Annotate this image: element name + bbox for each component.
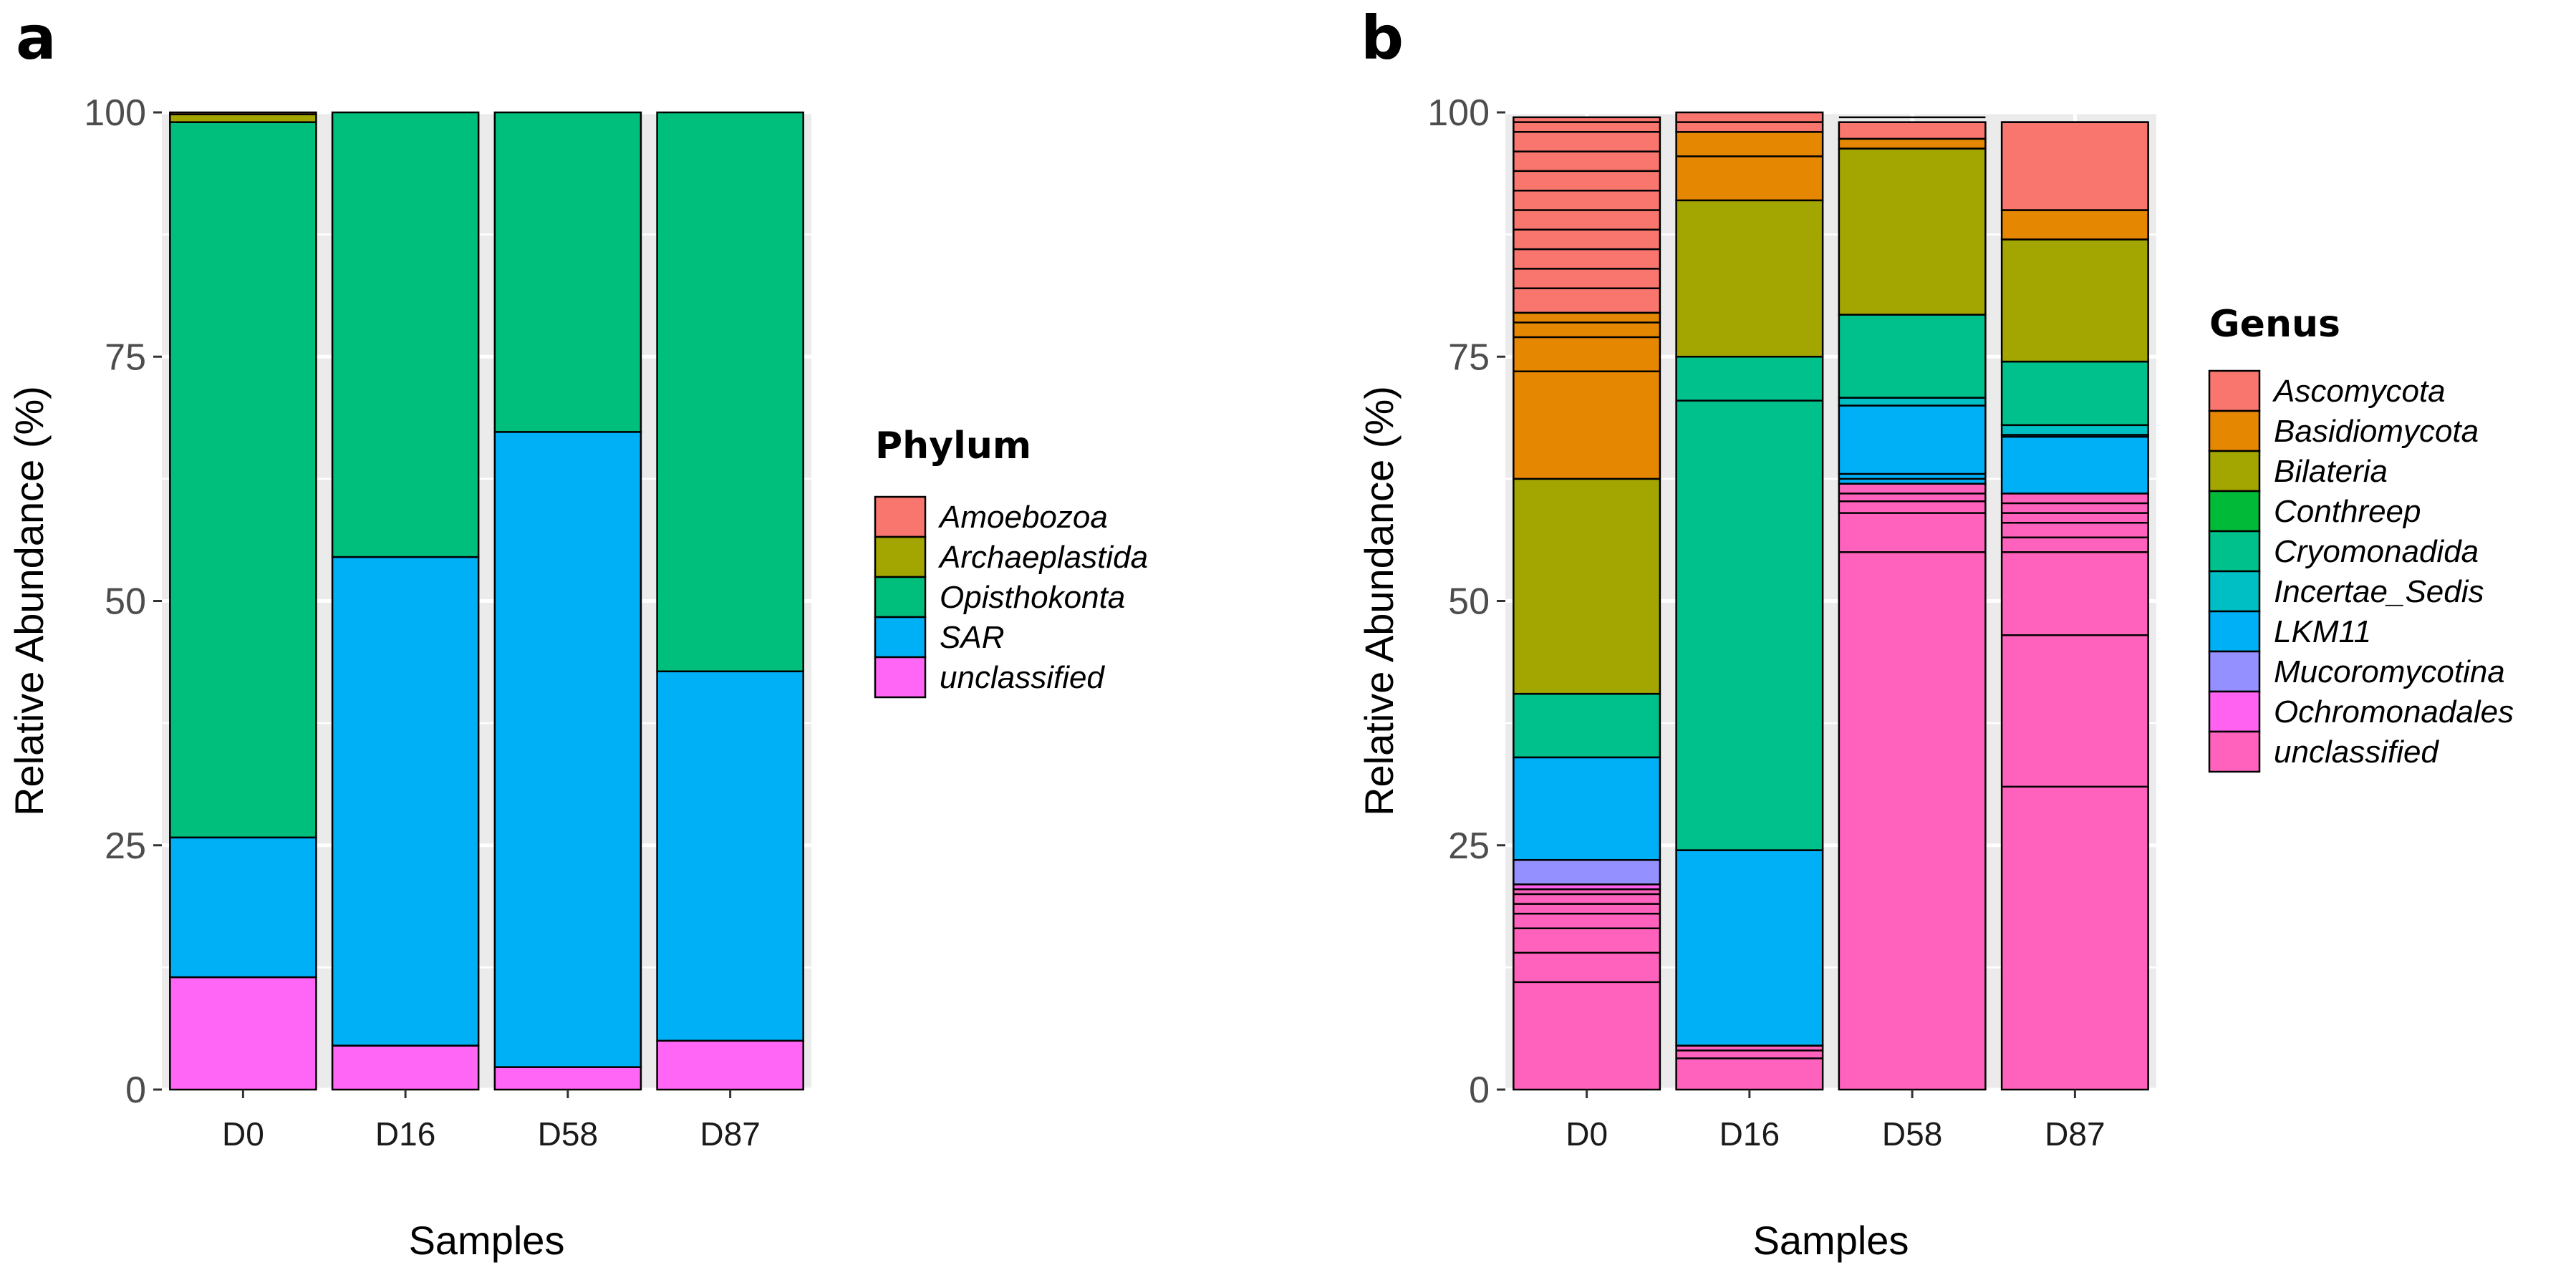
legend-label-sar: SAR bbox=[940, 620, 1004, 655]
legend-title: Phylum bbox=[875, 425, 1031, 467]
legend-swatch-cryomonadida bbox=[2208, 530, 2261, 573]
bar-segment-cryomonadida-d87 bbox=[2000, 360, 2149, 427]
y-axis-title: Relative Abundance (%) bbox=[1356, 386, 1402, 816]
bar-segment-unclassified-d16 bbox=[331, 1044, 480, 1091]
legend-label-basidiomycota: Basidiomycota bbox=[2274, 414, 2479, 449]
bar-segment-bilateria-d87 bbox=[2000, 238, 2149, 363]
x-axis-title: Samples bbox=[1753, 1218, 1909, 1263]
y-axis-title: Relative Abundance (%) bbox=[6, 386, 52, 816]
legend-swatch-ochromonadales bbox=[2208, 690, 2261, 733]
x-tick-label-d58: D58 bbox=[1882, 1115, 1942, 1153]
legend-label-bilateria: Bilateria bbox=[2274, 454, 2388, 489]
bar-segment-lkm11-d16 bbox=[1675, 849, 1824, 1047]
legend-swatch-unclassified bbox=[874, 656, 927, 699]
legend-swatch-ascomycota bbox=[2208, 369, 2261, 412]
bar-segment-sar-d58 bbox=[493, 431, 642, 1068]
bar-segment-opisthokonta-d16 bbox=[331, 111, 480, 558]
bar-segment-unclassified-d58 bbox=[1838, 483, 1987, 1091]
y-tick-label: 50 bbox=[105, 581, 146, 623]
x-tick-label-d16: D16 bbox=[1719, 1115, 1780, 1153]
panel-letter: b bbox=[1361, 3, 1404, 73]
legend-swatch-unclassified bbox=[2208, 730, 2261, 773]
bar-segment-lkm11-d58 bbox=[1838, 404, 1987, 485]
legend-label-amoebozoa: Amoebozoa bbox=[937, 500, 1108, 535]
x-axis-title: Samples bbox=[409, 1218, 565, 1263]
legend-label-mucoromycotina: Mucoromycotina bbox=[2274, 654, 2505, 689]
bar-segment-bilateria-d16 bbox=[1675, 199, 1824, 358]
bar-segment-sar-d16 bbox=[331, 556, 480, 1047]
y-tick-label: 50 bbox=[1448, 581, 1490, 623]
legend-swatch-conthreep bbox=[2208, 490, 2261, 533]
bar-segment-basidiomycota-d58 bbox=[1838, 137, 1987, 150]
bar-segment-cryomonadida-d58 bbox=[1838, 314, 1987, 399]
y-tick-label: 75 bbox=[105, 336, 146, 378]
legend-swatch-archaeplastida bbox=[874, 535, 927, 578]
bar-segment-cryomonadida-d0 bbox=[1513, 692, 1661, 759]
bar-segment-sar-d0 bbox=[169, 836, 317, 979]
y-tick-label: 100 bbox=[84, 92, 146, 134]
y-tick-label: 25 bbox=[1448, 825, 1490, 867]
bar-segment-unclassified-d0 bbox=[169, 976, 317, 1091]
bar-segment-opisthokonta-d58 bbox=[493, 111, 642, 433]
bar-segment-opisthokonta-d87 bbox=[656, 111, 804, 673]
legend-title: Genus bbox=[2209, 303, 2340, 346]
bar-segment-mucoromycotina-d0 bbox=[1513, 858, 1661, 886]
bar-segment-unclassified-d16 bbox=[1675, 1044, 1824, 1091]
bar-segment-ascomycota-d58 bbox=[1838, 121, 1987, 140]
x-tick-label-d58: D58 bbox=[538, 1115, 598, 1153]
legend-label-archaeplastida: Archaeplastida bbox=[937, 540, 1148, 575]
x-tick-label-d0: D0 bbox=[222, 1115, 264, 1153]
legend-label-unclassified: unclassified bbox=[940, 660, 1105, 695]
legend-label-ochromonadales: Ochromonadales bbox=[2274, 694, 2514, 729]
bar-segment-sar-d87 bbox=[656, 670, 804, 1042]
panel-a: a 0 25 50 75 100 D0 D16 D58 D87 Samples Relative Ab… bbox=[6, 3, 1148, 1263]
legend-swatch-bilateria bbox=[2208, 450, 2261, 493]
bar-segment-lkm11-d87 bbox=[2000, 434, 2149, 495]
x-tick-label-d87: D87 bbox=[2045, 1115, 2105, 1153]
panel-b: b 0 25 50 75 100 D0 D16 D58 D87 Samples Relative Ab… bbox=[1356, 3, 2514, 1263]
y-tick-label: 0 bbox=[1469, 1070, 1490, 1111]
legend-label-unclassified: unclassified bbox=[2274, 735, 2439, 770]
legend-swatch-sar bbox=[874, 616, 927, 659]
legend-label-incertae-sedis: Incertae_Sedis bbox=[2274, 574, 2484, 609]
bar-segment-basidiomycota-d0 bbox=[1513, 311, 1661, 480]
legend-label-cryomonadida: Cryomonadida bbox=[2274, 534, 2479, 569]
legend-label-lkm11: LKM11 bbox=[2274, 614, 2371, 649]
y-tick-label: 75 bbox=[1448, 336, 1490, 378]
legend-label-opisthokonta: Opisthokonta bbox=[940, 580, 1125, 615]
x-tick-label-d16: D16 bbox=[375, 1115, 435, 1153]
bar-segment-basidiomycota-d16 bbox=[1675, 131, 1824, 202]
bar-segment-basidiomycota-d87 bbox=[2000, 209, 2149, 241]
bar-segment-unclassified-d58 bbox=[493, 1066, 642, 1091]
legend-swatch-opisthokonta bbox=[874, 576, 927, 619]
x-tick-label-d0: D0 bbox=[1566, 1115, 1608, 1153]
bar-segment-unclassified-d0 bbox=[1513, 888, 1661, 1091]
legend-swatch-mucoromycotina bbox=[2208, 650, 2261, 693]
bar-segment-lkm11-d0 bbox=[1513, 756, 1661, 861]
legend-label-ascomycota: Ascomycota bbox=[2272, 374, 2446, 409]
legend-swatch-basidiomycota bbox=[2208, 409, 2261, 452]
x-tick-label-d87: D87 bbox=[700, 1115, 760, 1153]
legend-label-conthreep: Conthreep bbox=[2274, 494, 2421, 529]
bar-segment-cryomonadida-d16 bbox=[1675, 356, 1824, 851]
bar-segment-unclassified-d87 bbox=[656, 1039, 804, 1091]
panel-letter: a bbox=[16, 3, 57, 73]
y-tick-label: 0 bbox=[125, 1070, 146, 1111]
bar-segment-opisthokonta-d0 bbox=[169, 121, 317, 839]
bar-segment-archaeplastida-d0 bbox=[169, 113, 317, 123]
bar-segment-amoebozoa-d0 bbox=[169, 111, 317, 115]
legend-swatch-incertae-sedis bbox=[2208, 570, 2261, 613]
bar-segment-unclassified-d87 bbox=[2000, 493, 2149, 1091]
y-tick-label: 25 bbox=[105, 825, 146, 867]
y-tick-label: 100 bbox=[1427, 92, 1490, 134]
bar-segment-ascomycota-d87 bbox=[2000, 121, 2149, 211]
bar-segment-incertae-sedis-d58 bbox=[1838, 397, 1987, 407]
bar-segment-bilateria-d0 bbox=[1513, 477, 1661, 695]
bar-segment-incertae-sedis-d87 bbox=[2000, 424, 2149, 436]
bar-segment-bilateria-d58 bbox=[1838, 147, 1987, 316]
bar-segment-ascomycota-d0 bbox=[1513, 116, 1661, 314]
legend-swatch-lkm11 bbox=[2208, 610, 2261, 653]
legend-swatch-amoebozoa bbox=[874, 495, 927, 538]
